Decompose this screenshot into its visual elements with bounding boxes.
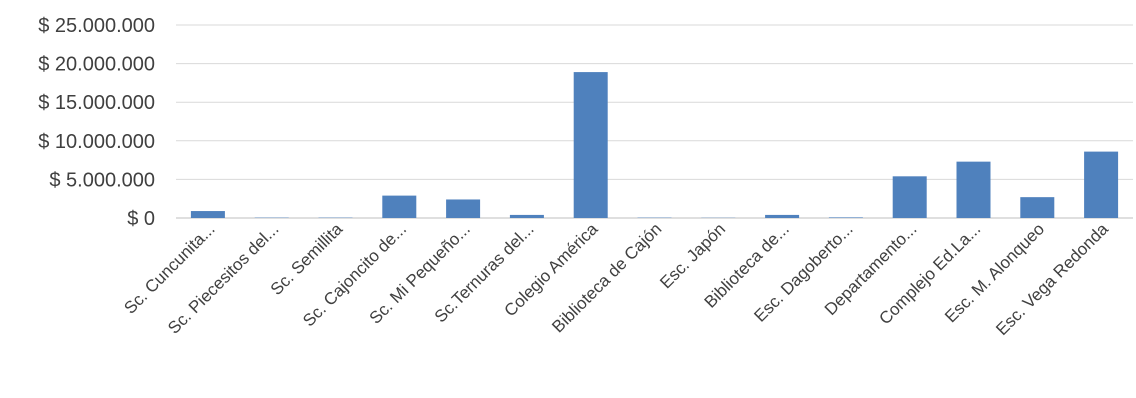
x-axis-tick-labels: Sc. Cuncunita...Sc. Piecesitos del...Sc.… [120, 219, 1112, 339]
y-tick-label: $ 15.000.000 [38, 92, 155, 114]
bar [509, 214, 544, 218]
bar [892, 176, 927, 218]
bar [573, 72, 608, 218]
bar [828, 217, 863, 218]
x-tick-label: Biblioteca de Cajón [548, 219, 665, 336]
bar [382, 195, 417, 218]
bars [190, 72, 1119, 218]
bar [956, 161, 991, 218]
y-tick-label: $ 25.000.000 [38, 15, 155, 37]
y-tick-label: $ 20.000.000 [38, 54, 155, 76]
bar [1020, 197, 1055, 218]
x-tick-label: Esc. Vega Redonda [992, 219, 1112, 339]
bar [446, 199, 481, 218]
y-axis-tick-labels: $ 0 $ 5.000.000 $ 10.000.000 $ 15.000.000 $ … [38, 15, 155, 230]
bar [1084, 151, 1119, 218]
bar [765, 214, 800, 218]
y-tick-label: $ 10.000.000 [38, 131, 155, 153]
y-tick-label: $ 5.000.000 [49, 169, 155, 191]
bar [190, 211, 225, 218]
y-tick-label: $ 0 [127, 208, 155, 230]
x-tick-label: Sc. Piecesitos del... [164, 219, 282, 337]
